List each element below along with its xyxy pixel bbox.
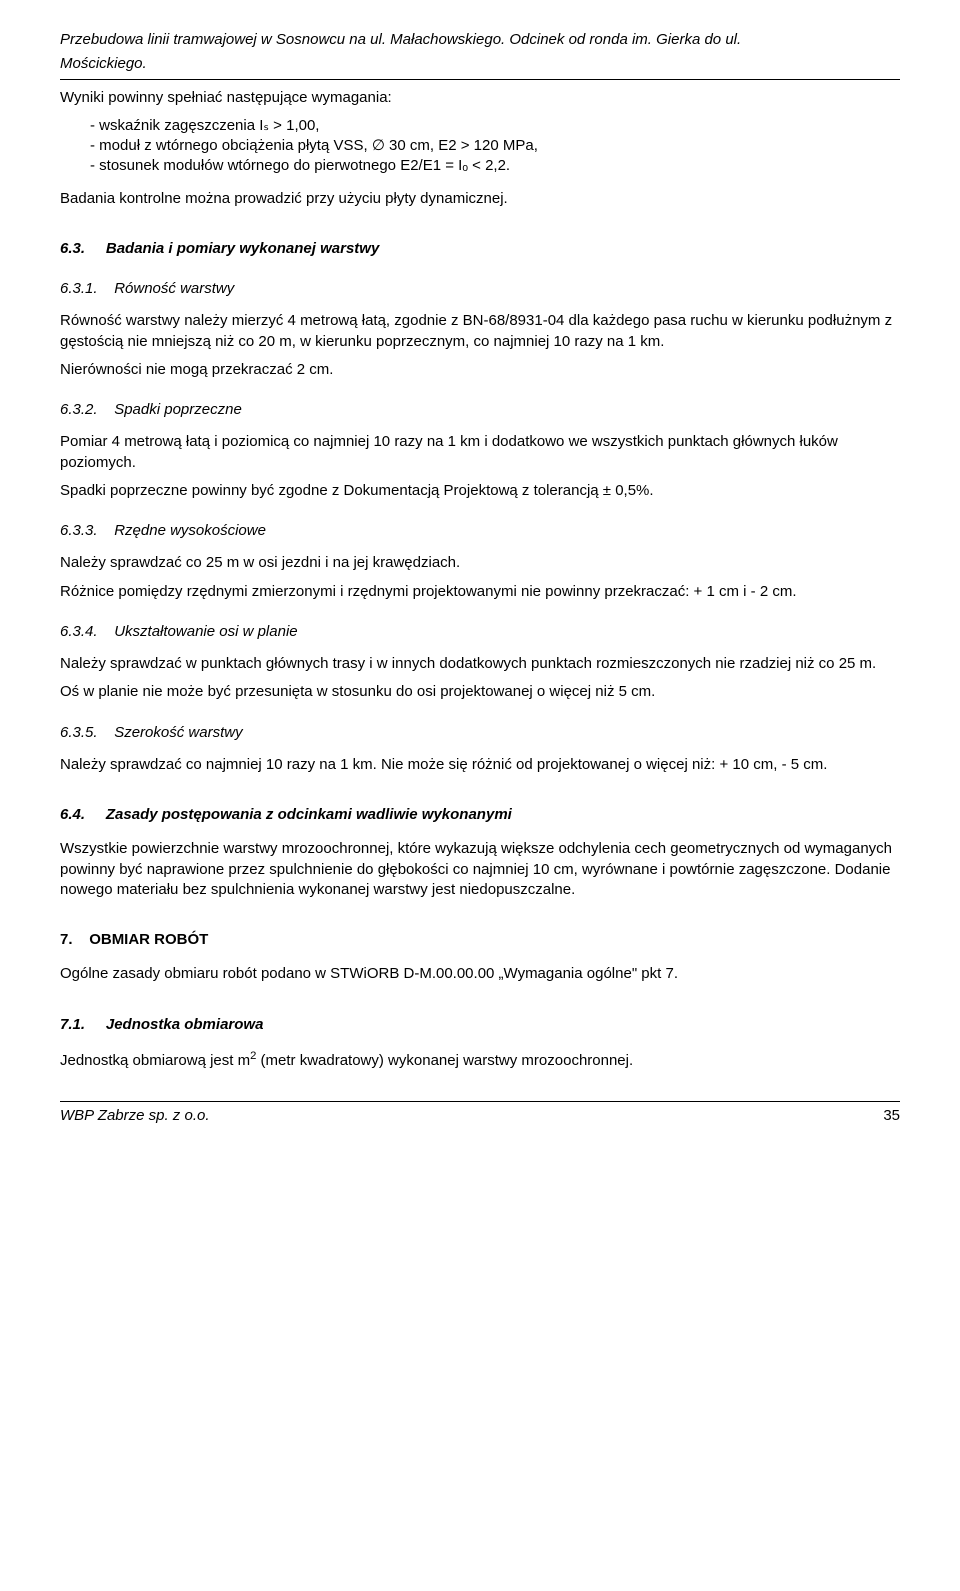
header-rule <box>60 79 900 80</box>
subsection-num: 6.3.5. <box>60 724 98 741</box>
body-text: Równość warstwy należy mierzyć 4 metrową… <box>60 311 900 352</box>
section-num: 7.1. <box>60 1016 85 1033</box>
section-num: 6.4. <box>60 806 85 823</box>
section-title: Jednostka obmiarowa <box>106 1016 264 1033</box>
body-text-a: Jednostką obmiarową jest m <box>60 1052 250 1069</box>
list-item: stosunek modułów wtórnego do pierwotnego… <box>90 156 900 176</box>
intro-after: Badania kontrolne można prowadzić przy u… <box>60 189 900 209</box>
subsection-title: Równość warstwy <box>114 280 234 297</box>
section-6-3-2: 6.3.2. Spadki poprzeczne <box>60 400 900 420</box>
section-7: 7. OBMIAR ROBÓT <box>60 930 900 950</box>
section-6-3-4: 6.3.4. Ukształtowanie osi w planie <box>60 622 900 642</box>
section-title: Badania i pomiary wykonanej warstwy <box>106 240 379 257</box>
section-6-3: 6.3. Badania i pomiary wykonanej warstwy <box>60 239 900 259</box>
list-item: moduł z wtórnego obciążenia płytą VSS, ∅… <box>90 136 900 156</box>
body-text: Należy sprawdzać co najmniej 10 razy na … <box>60 755 900 775</box>
page-number: 35 <box>883 1106 900 1126</box>
intro-lead: Wyniki powinny spełniać następujące wyma… <box>60 88 900 108</box>
body-text: Pomiar 4 metrową łatą i poziomicą co naj… <box>60 432 900 473</box>
section-num: 6.3. <box>60 240 85 257</box>
subsection-num: 6.3.2. <box>60 401 98 418</box>
doc-header-line1: Przebudowa linii tramwajowej w Sosnowcu … <box>60 30 900 50</box>
section-6-4: 6.4. Zasady postępowania z odcinkami wad… <box>60 805 900 825</box>
body-text: Spadki poprzeczne powinny być zgodne z D… <box>60 481 900 501</box>
body-text: Nierówności nie mogą przekraczać 2 cm. <box>60 360 900 380</box>
body-text: Wszystkie powierzchnie warstwy mrozoochr… <box>60 839 900 900</box>
body-text: Ogólne zasady obmiaru robót podano w STW… <box>60 964 900 984</box>
body-text: Oś w planie nie może być przesunięta w s… <box>60 682 900 702</box>
section-num: 7. <box>60 931 73 948</box>
body-text-b: (metr kwadratowy) wykonanej warstwy mroz… <box>256 1052 633 1069</box>
section-title: OBMIAR ROBÓT <box>89 931 208 948</box>
page-footer: WBP Zabrze sp. z o.o. 35 <box>60 1106 900 1126</box>
doc-header-line2: Mościckiego. <box>60 54 900 74</box>
section-6-3-1: 6.3.1. Równość warstwy <box>60 279 900 299</box>
section-6-3-5: 6.3.5. Szerokość warstwy <box>60 723 900 743</box>
section-title: Zasady postępowania z odcinkami wadliwie… <box>106 806 512 823</box>
body-text: Różnice pomiędzy rzędnymi zmierzonymi i … <box>60 582 900 602</box>
footer-left: WBP Zabrze sp. z o.o. <box>60 1106 210 1126</box>
subsection-num: 6.3.3. <box>60 522 98 539</box>
list-item: wskaźnik zagęszczenia Iₛ > 1,00, <box>90 116 900 136</box>
footer-rule <box>60 1101 900 1102</box>
subsection-title: Szerokość warstwy <box>114 724 242 741</box>
subsection-title: Spadki poprzeczne <box>114 401 242 418</box>
subsection-num: 6.3.4. <box>60 623 98 640</box>
subsection-num: 6.3.1. <box>60 280 98 297</box>
subsection-title: Rzędne wysokościowe <box>114 522 266 539</box>
body-text: Należy sprawdzać co 25 m w osi jezdni i … <box>60 553 900 573</box>
subsection-title: Ukształtowanie osi w planie <box>114 623 297 640</box>
section-6-3-3: 6.3.3. Rzędne wysokościowe <box>60 521 900 541</box>
section-7-1: 7.1. Jednostka obmiarowa <box>60 1015 900 1035</box>
body-text: Należy sprawdzać w punktach głównych tra… <box>60 654 900 674</box>
requirements-list: wskaźnik zagęszczenia Iₛ > 1,00, moduł z… <box>60 116 900 177</box>
body-text: Jednostką obmiarową jest m2 (metr kwadra… <box>60 1049 900 1071</box>
